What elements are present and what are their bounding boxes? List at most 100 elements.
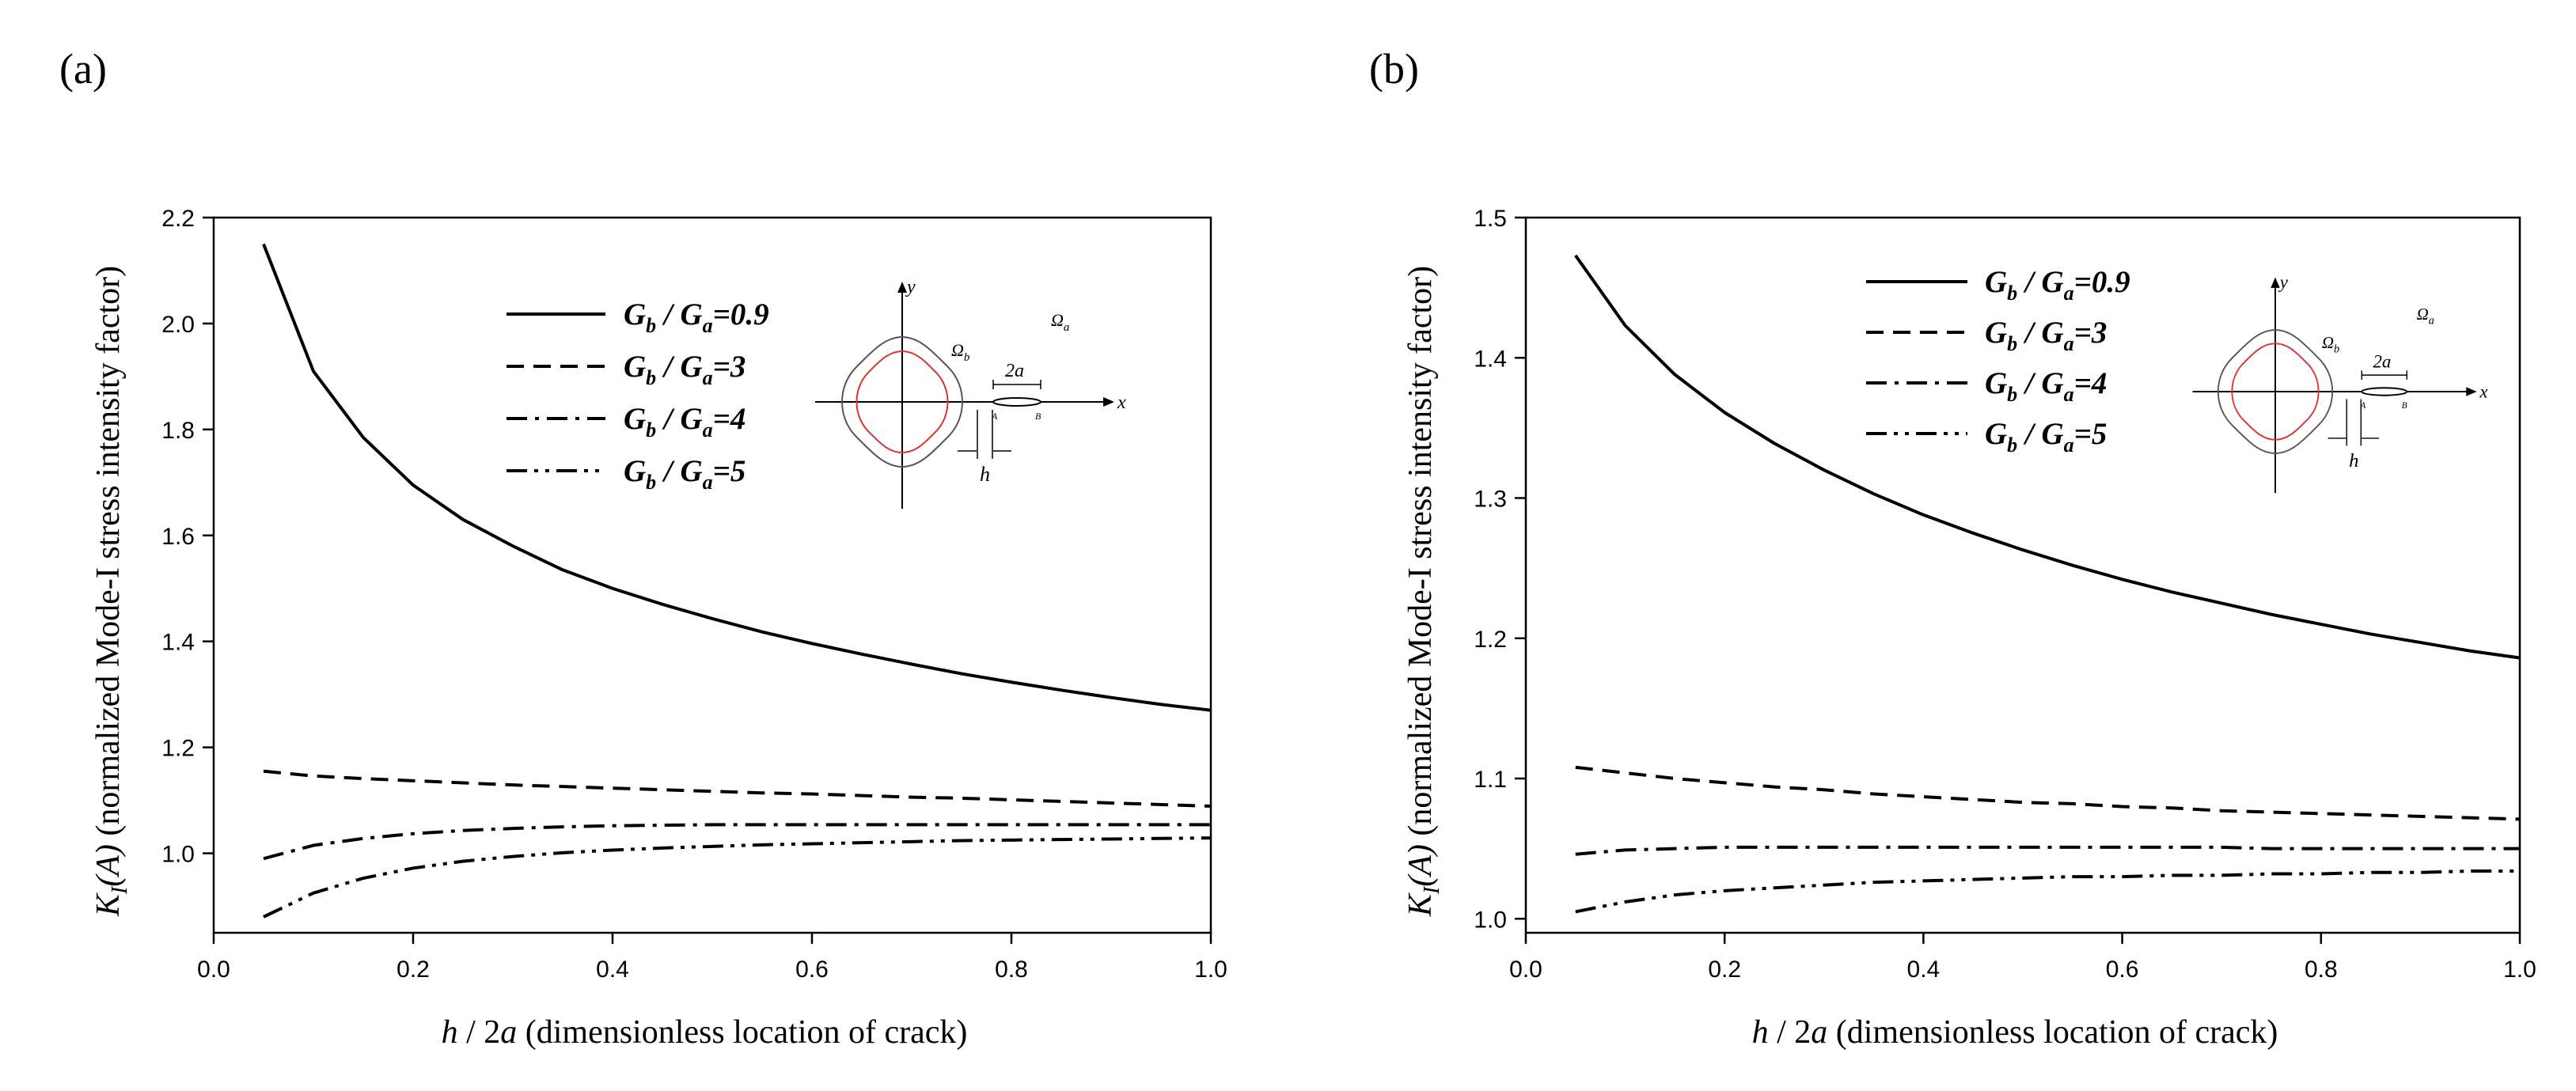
inset-inclusion-boundary (2231, 343, 2320, 441)
legend-g: G (624, 402, 646, 436)
legend-sub: a (703, 471, 713, 494)
inset-label-crack-length: 2a (1005, 361, 1024, 381)
x-axis-label-sep: / 2 (458, 1014, 501, 1051)
x-axis-label-var2: a (1811, 1014, 1827, 1051)
x-axis-label-var2: a (500, 1014, 517, 1051)
series-line-0 (262, 243, 1212, 712)
legend-g: / G (2017, 265, 2064, 299)
inset-label-h: h (980, 463, 990, 486)
x-tick-label: 0.0 (1509, 957, 1542, 983)
inset-inclusion-boundary (856, 350, 949, 454)
y-tick-label: 1.0 (161, 842, 195, 868)
legend-sub: a (2064, 282, 2074, 305)
legend-g: G (1985, 417, 2007, 451)
y-axis-label-sub: I (108, 885, 132, 895)
legend-value: =5 (713, 454, 746, 488)
inset-omega-sub: b (964, 351, 970, 364)
legend-g: / G (656, 297, 703, 331)
inset-x-arrow (1103, 397, 1114, 407)
legend-value: =3 (2074, 316, 2107, 350)
y-tick-label: 1.6 (161, 524, 195, 550)
inset-omega: Ω (1051, 310, 1064, 330)
legend-sub: b (646, 366, 656, 389)
x-axis-label-sep: / 2 (1769, 1014, 1812, 1051)
series-line-2 (263, 823, 1211, 861)
inset-y-arrow (897, 282, 907, 293)
x-tick-label: 1.0 (1194, 957, 1227, 983)
legend-label-3: Gb / Ga=5 (1985, 417, 2107, 456)
legend-label-2: Gb / Ga=4 (624, 402, 745, 441)
x-tick-label: 0.6 (795, 957, 829, 983)
y-tick-label: 2.2 (161, 206, 195, 232)
legend-sub: b (2007, 434, 2017, 456)
x-axis-label-desc: (dimensionless location of crack) (517, 1014, 967, 1051)
y-axis-label-desc: (normalized Mode-I stress intensity fact… (1402, 266, 1439, 844)
inset-outer-boundary (2217, 329, 2334, 454)
legend-sub: a (703, 366, 713, 389)
inset-label-b-tip: B (2402, 401, 2407, 411)
y-tick-label: 1.2 (1474, 627, 1507, 653)
inset-label-x: x (2479, 382, 2487, 402)
inset-outer-boundary (841, 335, 963, 468)
chart-panel-b: (b) 0.0 0.2 0.4 0.6 0.8 1.0 1.0 1.1 1.2 1.3 1.4 1.5 h… (1369, 45, 2536, 1051)
series-line-1 (1575, 765, 2521, 821)
legend-g: / G (656, 454, 703, 488)
legend-label-1: Gb / Ga=3 (624, 350, 745, 389)
legend-label-0: Gb / Ga=0.9 (624, 297, 769, 337)
legend-sub: a (703, 314, 713, 337)
y-axis-label-arg: (A) (90, 844, 127, 887)
chart-panel-a: (a) 0.0 0.2 0.4 0.6 0.8 1.0 1.0 1.2 1.4 1.6 1.8 2.0 2… (59, 45, 1227, 1051)
x-tick-label: 0.6 (2106, 957, 2139, 983)
y-tick-label: 1.8 (161, 418, 195, 444)
inset-x-arrow (2466, 387, 2477, 396)
inset-omega-sub: a (2429, 315, 2434, 328)
legend-sub: b (2007, 332, 2017, 355)
y-tick-label: 1.5 (1474, 206, 1507, 232)
y-axis-label: KI(A) (normalized Mode-I stress intensit… (90, 266, 132, 917)
inset-omega-sub: a (1064, 321, 1070, 334)
inset-label-y: y (2278, 272, 2289, 292)
x-tick-label: 1.0 (2503, 957, 2536, 983)
legend-sub: b (2007, 282, 2017, 305)
inset-label-omega-a: Ωa (2417, 305, 2434, 328)
legend-g: / G (2017, 366, 2064, 400)
series-line-2 (1575, 845, 2520, 856)
legend-sub: b (2007, 383, 2017, 406)
x-tick-label: 0.2 (396, 957, 430, 983)
y-tick-label: 2.0 (161, 312, 195, 338)
legend-value: =4 (713, 402, 746, 436)
inset-label-y: y (905, 277, 916, 297)
x-tick-label: 0.8 (995, 957, 1028, 983)
y-axis-label-desc: (normalized Mode-I stress intensity fact… (90, 266, 127, 844)
inset-omega: Ω (2417, 305, 2429, 324)
legend-g: G (624, 454, 646, 488)
y-tick-label: 1.4 (161, 630, 195, 656)
plot-frame (212, 216, 1212, 934)
legend-label-2: Gb / Ga=4 (1985, 366, 2107, 406)
legend-label-1: Gb / Ga=3 (1985, 316, 2107, 355)
legend-g: / G (656, 350, 703, 384)
inset-crack (992, 397, 1041, 407)
x-tick-label: 0.4 (1907, 957, 1941, 983)
inset-crack (2361, 387, 2408, 396)
inset-label-b-tip: B (1035, 411, 1041, 422)
inset-label-omega-b: Ωb (2322, 333, 2339, 356)
y-tick-label: 1.2 (161, 736, 195, 762)
inset-label-x: x (1117, 392, 1126, 413)
x-axis-label: h / 2a (dimensionless location of crack) (1752, 1014, 2278, 1051)
legend-sub: b (646, 419, 656, 441)
legend-sub: a (2064, 434, 2074, 456)
inset-label-omega-a: Ωa (1051, 310, 1069, 334)
panel-label: (b) (1369, 45, 1419, 93)
inset-omega: Ω (2322, 333, 2334, 352)
legend-g: G (1985, 316, 2007, 350)
legend-value: =0.9 (2074, 265, 2130, 299)
legend-value: =0.9 (713, 297, 769, 331)
plot-frame (1524, 216, 2521, 934)
legend-g: G (1985, 265, 2007, 299)
inset-y-arrow (2271, 277, 2280, 288)
x-tick-label: 0.4 (596, 957, 629, 983)
inset-label-crack-length: 2a (2373, 352, 2392, 372)
